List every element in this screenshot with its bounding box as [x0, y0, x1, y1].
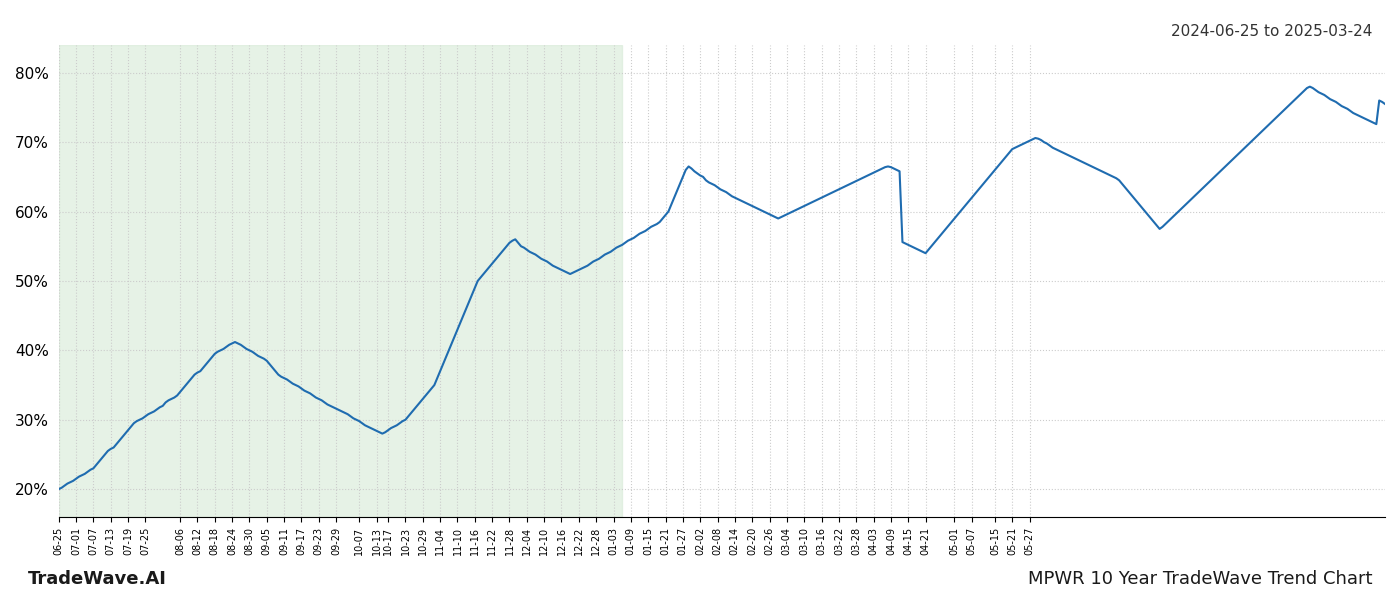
Text: TradeWave.AI: TradeWave.AI [28, 570, 167, 588]
Bar [59, 45, 622, 517]
Text: MPWR 10 Year TradeWave Trend Chart: MPWR 10 Year TradeWave Trend Chart [1028, 570, 1372, 588]
Text: 2024-06-25 to 2025-03-24: 2024-06-25 to 2025-03-24 [1170, 24, 1372, 39]
